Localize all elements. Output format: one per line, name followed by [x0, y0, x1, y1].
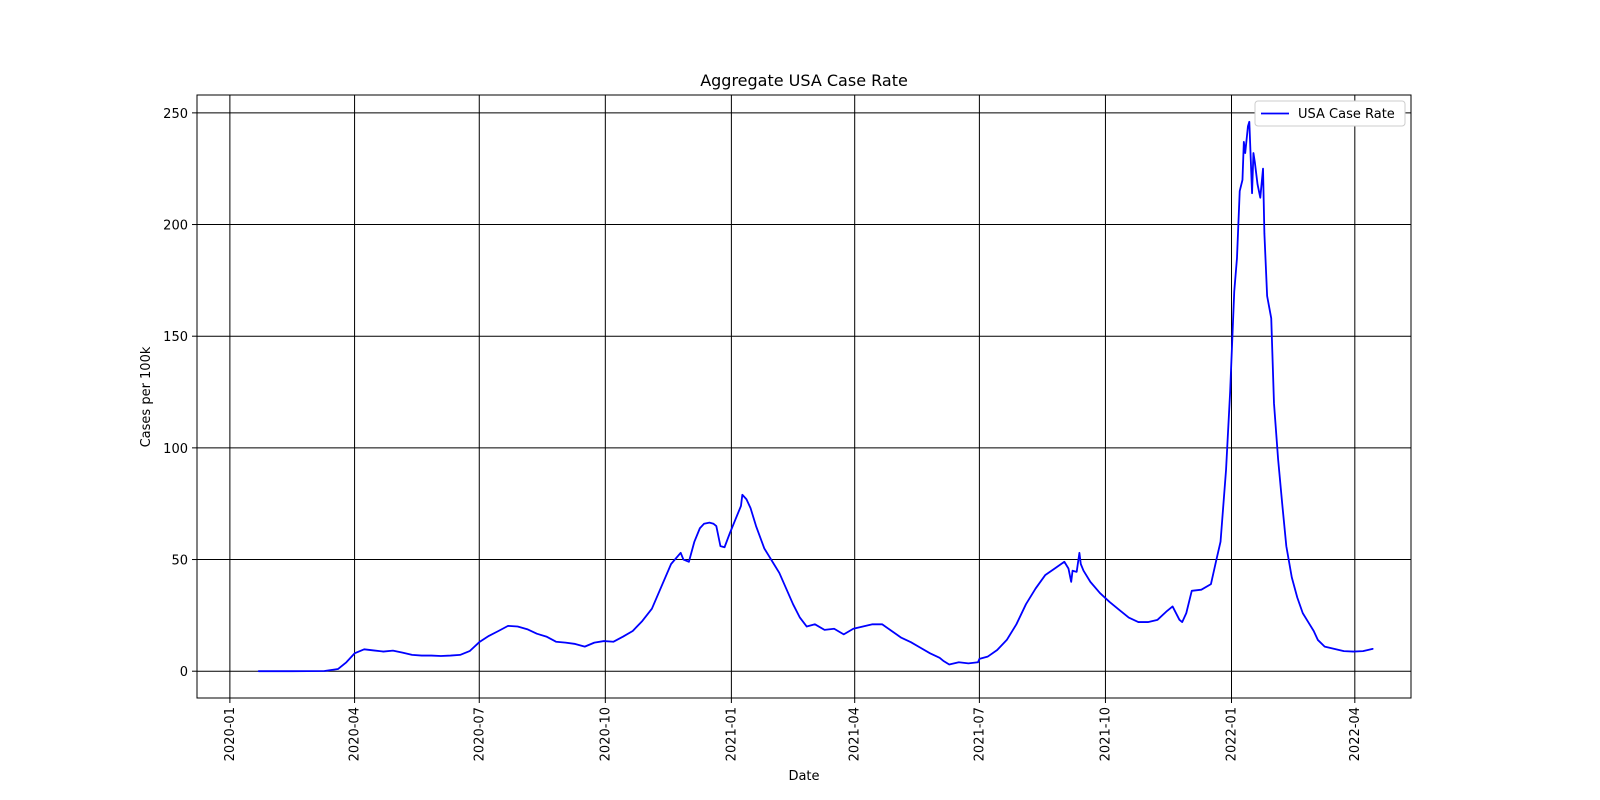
legend-box [1254, 100, 1406, 127]
x-tick-label: 2021-04 [848, 707, 863, 761]
x-tick-label: 2020-07 [472, 707, 487, 761]
x-tick-label: 2021-07 [972, 707, 987, 761]
y-tick-label: 250 [163, 107, 188, 122]
plot-frame [196, 94, 1412, 699]
legend: USA Case Rate [1254, 100, 1406, 127]
x-tick-label: 2021-01 [724, 707, 739, 761]
x-axis-title: Date [788, 769, 819, 784]
chart-title: Aggregate USA Case Rate [700, 71, 908, 90]
axis-ticks: 2020-01 2020-04 2020-07 2020-10 2021-01 2021-… [163, 107, 1363, 761]
x-tick-label: 2020-01 [223, 707, 238, 761]
y-tick-label: 50 [171, 554, 188, 569]
y-tick-label: 0 [180, 665, 188, 680]
x-tick-label: 2020-04 [348, 707, 363, 761]
series-layer [257, 120, 1374, 673]
y-tick-label: 200 [163, 219, 188, 234]
x-tick-label: 2022-01 [1225, 707, 1240, 761]
x-tick-label: 2020-10 [598, 707, 613, 761]
series-line [257, 120, 1374, 673]
y-tick-label: 100 [163, 442, 188, 457]
legend-label: USA Case Rate [1298, 107, 1395, 122]
x-tick-label: 2022-04 [1348, 707, 1363, 761]
y-tick-label: 150 [163, 330, 188, 345]
x-tick-label: 2021-10 [1098, 707, 1113, 761]
y-axis-title: Cases per 100k [139, 346, 154, 447]
grid-lines [197, 95, 1411, 698]
